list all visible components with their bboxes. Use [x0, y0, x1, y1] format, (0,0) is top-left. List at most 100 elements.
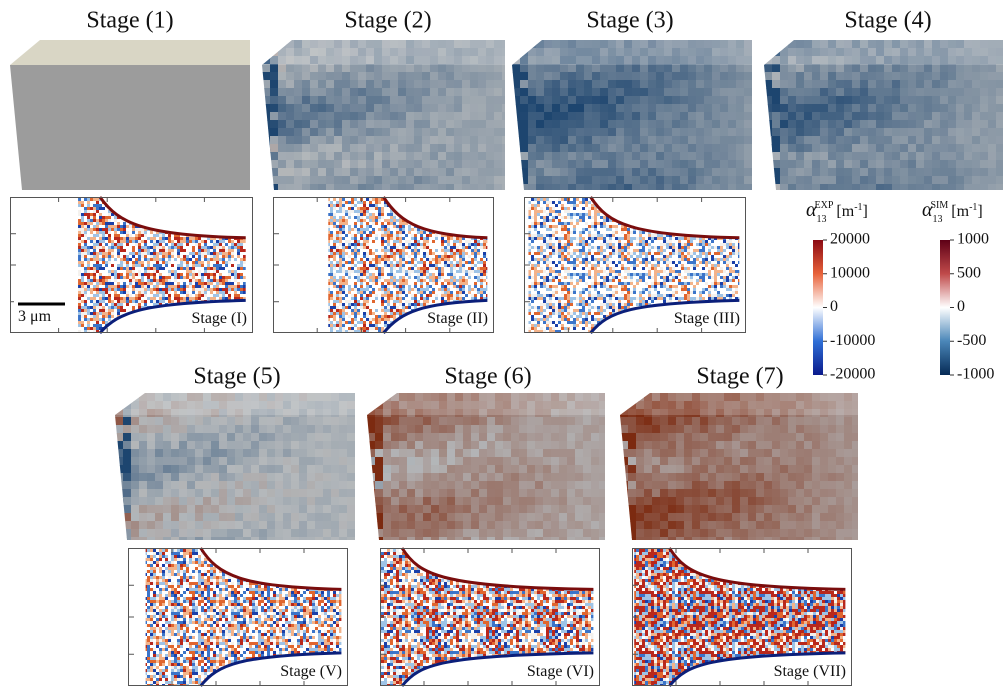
box-cell	[748, 393, 757, 402]
box-cell	[552, 152, 561, 161]
box-cell	[283, 433, 292, 442]
box-cell	[331, 393, 340, 402]
box-cell	[591, 513, 600, 522]
box-cell	[302, 168, 311, 177]
box-cell	[439, 505, 448, 514]
box-cell	[756, 537, 765, 540]
box-cell	[876, 64, 885, 73]
box-cell	[892, 176, 901, 185]
box-cell	[764, 48, 773, 57]
box-cell	[736, 176, 745, 185]
box-cell	[828, 393, 837, 402]
box-cell	[430, 80, 439, 89]
box-cell	[632, 120, 641, 129]
box-cell	[852, 56, 861, 65]
box-cell	[600, 168, 609, 177]
box-cell	[988, 120, 997, 129]
box-cell	[179, 449, 188, 458]
box-cell	[342, 88, 351, 97]
box-cell	[748, 489, 757, 498]
box-cell	[648, 120, 657, 129]
box-cell	[131, 417, 140, 426]
box-cell	[696, 128, 705, 137]
box-cell	[315, 537, 324, 540]
box-cell	[728, 96, 737, 105]
box-cell	[414, 96, 423, 105]
box-cell	[407, 433, 416, 442]
box-cell	[852, 521, 858, 530]
stage-title: Stage (1)	[86, 8, 173, 34]
box-cell	[462, 168, 471, 177]
box-cell	[302, 96, 311, 105]
box-cell	[390, 56, 399, 65]
box-cell	[608, 176, 617, 185]
box-cell	[804, 441, 813, 450]
box-cell	[502, 64, 505, 73]
box-cell	[406, 112, 415, 121]
box-cell	[772, 176, 781, 185]
box-cell	[828, 497, 837, 506]
box-cell	[852, 80, 861, 89]
box-cell	[326, 152, 335, 161]
box-cell	[892, 152, 901, 161]
box-cell	[964, 88, 973, 97]
box-cell	[406, 96, 415, 105]
box-cell	[243, 497, 252, 506]
box-cell	[528, 48, 537, 57]
box-cell	[956, 88, 965, 97]
box-cell	[536, 128, 545, 137]
box-cell	[716, 449, 725, 458]
box-cell	[270, 40, 279, 49]
box-cell	[131, 529, 140, 538]
box-cell	[406, 152, 415, 161]
box-cell	[123, 433, 132, 442]
box-cell	[528, 88, 537, 97]
box-cell	[668, 537, 677, 540]
box-cell	[948, 80, 957, 89]
box-cell	[470, 88, 479, 97]
box-cell	[414, 80, 423, 89]
box-cell	[684, 481, 693, 490]
box-cell	[275, 497, 284, 506]
box-cell	[342, 128, 351, 137]
box-cell	[326, 88, 335, 97]
box-cell	[844, 152, 853, 161]
box-cell	[696, 88, 705, 97]
box-cell	[423, 513, 432, 522]
box-cell	[291, 401, 300, 410]
colorbar-title: α13EXP [m-1]	[806, 199, 868, 225]
box-cell	[278, 176, 287, 185]
box-cell	[600, 176, 609, 185]
box-cell	[932, 112, 941, 121]
box-cell	[568, 56, 577, 65]
box-cell	[812, 401, 821, 410]
box-cell	[844, 417, 853, 426]
box-cell	[399, 433, 408, 442]
box-cell	[318, 64, 327, 73]
box-cell	[599, 521, 605, 530]
box-cell	[764, 401, 773, 410]
box-cell	[660, 465, 669, 474]
box-cell	[736, 80, 745, 89]
box-cell	[884, 136, 893, 145]
box-cell	[924, 160, 933, 169]
box-cell	[391, 401, 400, 410]
box-cell	[712, 144, 721, 153]
box-cell	[644, 401, 653, 410]
box-cell	[600, 136, 609, 145]
box-cell	[924, 112, 933, 121]
box-cell	[860, 56, 869, 65]
box-cell	[163, 497, 172, 506]
box-cell	[486, 152, 495, 161]
box-cell	[438, 152, 447, 161]
box-cell	[511, 409, 520, 418]
box-cell	[616, 120, 625, 129]
box-cell	[772, 88, 781, 97]
box-cell	[988, 40, 997, 49]
box-cell	[812, 393, 821, 402]
box-cell	[278, 136, 287, 145]
box-cell	[259, 513, 268, 522]
box-cell	[544, 120, 553, 129]
box-cell	[115, 393, 124, 402]
box-cell	[972, 136, 981, 145]
